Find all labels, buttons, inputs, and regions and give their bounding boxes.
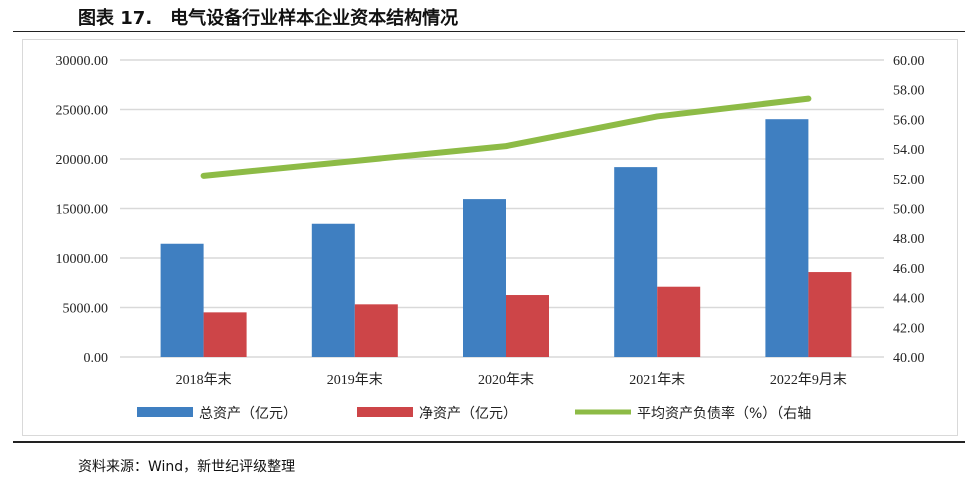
total-assets-bar xyxy=(311,223,355,357)
legend-label: 总资产（亿元） xyxy=(199,406,297,422)
y-tick-label: 20000.00 xyxy=(56,153,109,168)
y-tick-label: 25000.00 xyxy=(56,104,109,119)
y2-tick-label: 46.00 xyxy=(893,262,925,277)
figure-title: 图表 17. 电气设备行业样本企业资本结构情况 xyxy=(78,8,459,29)
y2-tick-label: 50.00 xyxy=(893,203,925,218)
x-tick-label: 2020年末 xyxy=(478,372,534,388)
total-assets-bar xyxy=(463,199,506,357)
net-assets-bar xyxy=(354,304,398,357)
net-assets-bar xyxy=(506,295,549,357)
y2-tick-label: 58.00 xyxy=(893,84,925,99)
legend-label: 净资产（亿元） xyxy=(419,406,517,422)
bottom-rule xyxy=(13,441,965,443)
legend-swatch xyxy=(357,407,413,417)
net-assets-bar xyxy=(657,286,701,357)
total-assets-bar xyxy=(765,119,809,358)
y-tick-label: 10000.00 xyxy=(56,252,109,267)
total-assets-bar xyxy=(614,167,658,357)
y2-tick-label: 40.00 xyxy=(893,351,925,366)
net-assets-bar xyxy=(203,312,247,357)
source-note: 资料来源：Wind，新世纪评级整理 xyxy=(78,459,296,475)
y2-tick-label: 56.00 xyxy=(893,113,925,128)
legend-label: 平均资产负债率（%）（右轴 xyxy=(637,405,811,422)
total-assets-bar xyxy=(160,243,204,357)
chart-frame xyxy=(22,39,958,436)
x-tick-label: 2019年末 xyxy=(327,372,383,388)
y-tick-label: 15000.00 xyxy=(56,203,109,218)
y2-tick-label: 48.00 xyxy=(893,232,925,247)
x-tick-label: 2018年末 xyxy=(176,372,232,388)
top-rule xyxy=(13,31,965,32)
net-assets-bar xyxy=(808,272,852,357)
y2-tick-label: 44.00 xyxy=(893,292,925,307)
x-tick-label: 2022年9月末 xyxy=(770,372,847,388)
y2-tick-label: 54.00 xyxy=(893,143,925,158)
y-tick-label: 5000.00 xyxy=(63,302,109,317)
y-tick-label: 30000.00 xyxy=(56,54,109,69)
x-tick-label: 2021年末 xyxy=(629,372,685,388)
legend: 总资产（亿元） 净资产（亿元） 平均资产负债率（%）（右轴 xyxy=(137,405,811,422)
y-tick-label: 0.00 xyxy=(84,351,109,366)
legend-swatch xyxy=(137,407,193,417)
y2-tick-label: 60.00 xyxy=(893,54,925,69)
y2-tick-label: 42.00 xyxy=(893,321,925,336)
y2-tick-label: 52.00 xyxy=(893,173,925,188)
